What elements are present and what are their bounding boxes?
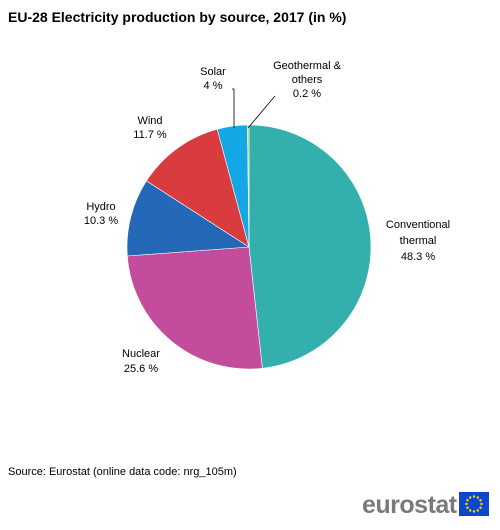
flag-star (465, 502, 468, 506)
pie-slices (126, 124, 372, 370)
flag-star (479, 499, 482, 502)
pie-slice (247, 124, 250, 248)
flag-star (472, 495, 476, 498)
flag-star (466, 499, 469, 502)
slice-label: Conventional thermal 48.3 % (386, 219, 450, 263)
pie-slice (126, 180, 250, 257)
pie-slice (248, 124, 372, 369)
flag-star (476, 509, 479, 512)
eurostat-logo: eurostat (362, 490, 492, 520)
logo-text: eurostat (362, 491, 457, 519)
slice-labels: Conventional thermal 48.3 % Nuclear 25.6 % Hy… (84, 60, 450, 375)
pie-slice (146, 128, 250, 248)
flag-star (476, 496, 479, 499)
slice-label: Geothermal & others 0.2 % (273, 60, 342, 100)
slice-label: Solar 4 % (200, 66, 226, 92)
flag-star (469, 496, 472, 499)
eu-flag-icon (459, 492, 489, 516)
leader-lines (232, 88, 276, 129)
slice-label: Nuclear 25.6 % (122, 348, 160, 375)
flag-star (472, 510, 476, 513)
pie-slice (127, 246, 263, 370)
leader-line (247, 95, 276, 129)
flag-star (480, 502, 483, 506)
slice-label: Hydro 10.3 % (84, 201, 118, 227)
flag-star (479, 506, 482, 509)
leader-line (232, 88, 235, 128)
pie-chart: Conventional thermal 48.3 % Nuclear 25.6 % Hy… (84, 60, 450, 375)
slice-label: Wind 11.7 % (133, 115, 167, 141)
flag-star (466, 506, 469, 509)
source-note: Source: Eurostat (online data code: nrg_… (8, 466, 237, 478)
flag-star (469, 509, 472, 512)
chart-title: EU-28 Electricity production by source, … (8, 9, 347, 25)
